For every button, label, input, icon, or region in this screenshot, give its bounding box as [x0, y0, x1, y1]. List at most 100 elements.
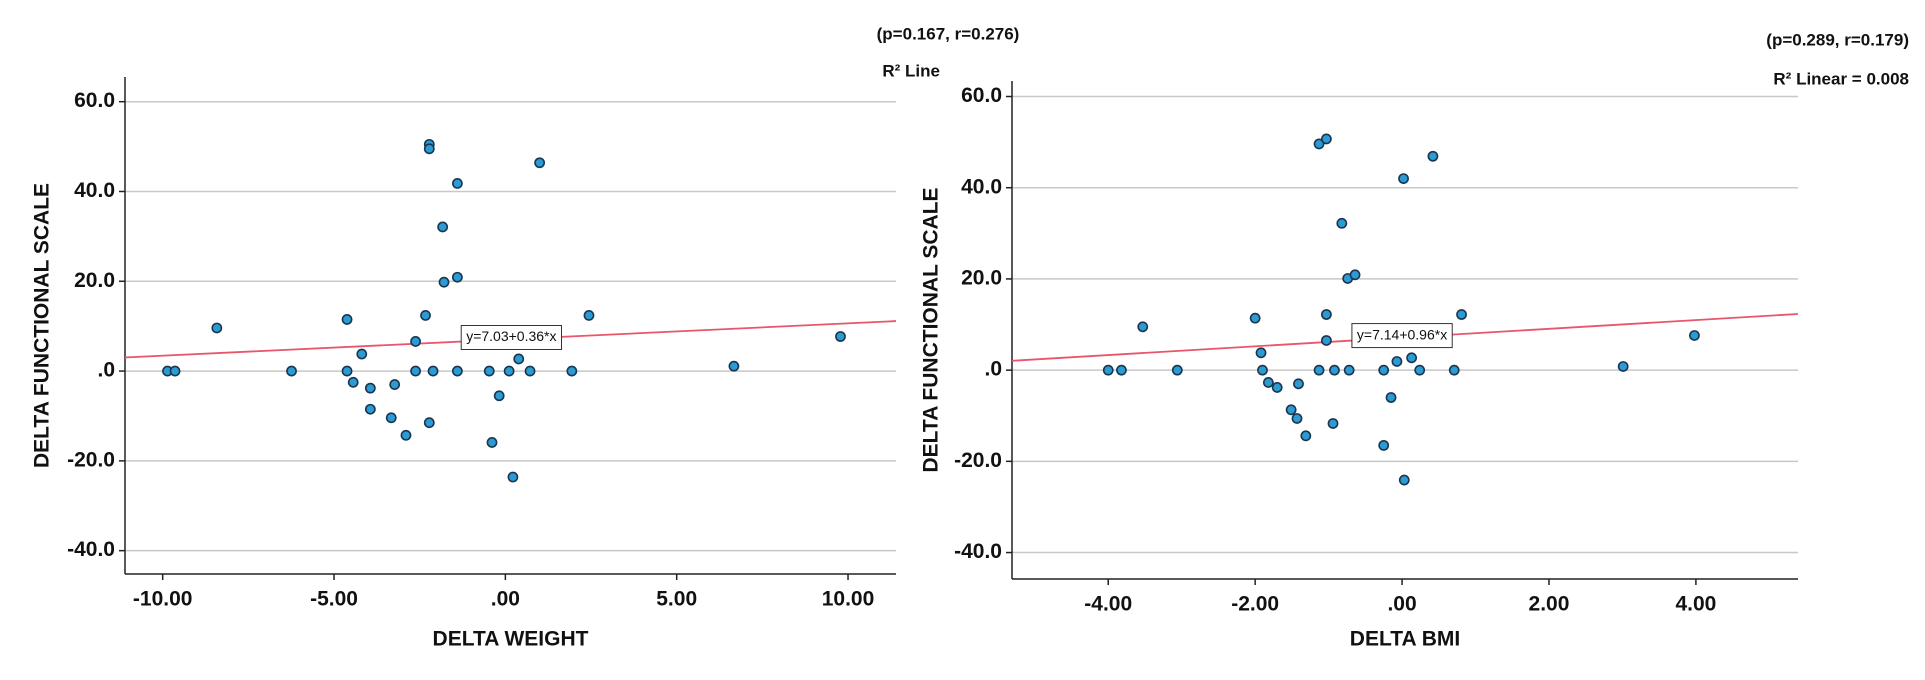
point — [1689, 330, 1700, 341]
point — [1327, 418, 1339, 429]
y-tick-label: .0 — [984, 358, 1002, 381]
point — [410, 336, 421, 347]
point — [503, 365, 515, 377]
fit-label-box — [460, 325, 563, 351]
point — [423, 417, 435, 429]
point — [1321, 309, 1332, 320]
point — [1385, 392, 1397, 403]
y-tick-label: 20.0 — [961, 266, 1002, 289]
point — [389, 379, 401, 390]
point — [835, 331, 846, 342]
y-tick-label: 40.0 — [74, 179, 115, 202]
point — [583, 309, 595, 321]
y-tick-label: 60.0 — [961, 84, 1002, 107]
point — [400, 429, 412, 441]
x-tick-label: -2.00 — [1231, 593, 1279, 616]
point — [1300, 430, 1312, 442]
point — [1285, 404, 1297, 416]
point — [1391, 356, 1403, 367]
x-tick-label: 2.00 — [1529, 593, 1570, 616]
point — [427, 365, 439, 377]
point — [483, 365, 495, 377]
point — [364, 403, 376, 415]
point — [1329, 364, 1340, 376]
point — [1137, 321, 1149, 333]
point — [1378, 364, 1390, 376]
point — [169, 365, 181, 377]
point — [423, 143, 435, 155]
x-tick-label: .00 — [491, 588, 520, 611]
point — [341, 365, 353, 377]
point — [1171, 364, 1183, 376]
point — [1406, 352, 1418, 364]
point — [1116, 364, 1127, 376]
point — [1414, 364, 1426, 376]
point — [437, 221, 449, 233]
x-axis-title: DELTA WEIGHT — [433, 628, 589, 651]
annotation: (p=0.289, r=0.179) — [1766, 30, 1909, 49]
y-axis-title: DELTA FUNCTIONAL SCALE — [920, 187, 943, 472]
point — [1255, 347, 1267, 359]
x-tick-label: .00 — [1387, 593, 1416, 616]
x-tick-label: 5.00 — [656, 588, 697, 611]
y-tick-label: -40.0 — [954, 540, 1002, 563]
point — [1271, 382, 1283, 393]
x-tick-label: -10.00 — [133, 588, 193, 611]
point — [534, 157, 546, 169]
point — [211, 322, 223, 334]
point — [385, 412, 397, 424]
x-tick-label: 10.00 — [822, 588, 875, 611]
point — [1102, 364, 1114, 376]
point — [1398, 474, 1410, 486]
point — [728, 360, 740, 372]
point — [1321, 335, 1332, 346]
annotation: (p=0.167, r=0.276) — [877, 24, 1020, 43]
point — [1456, 309, 1467, 320]
x-axis-title: DELTA BMI — [1350, 628, 1460, 651]
point — [566, 365, 578, 377]
fit-label: y=7.03+0.36*x — [466, 328, 556, 344]
point — [420, 309, 431, 321]
point — [1313, 138, 1325, 150]
y-tick-label: -20.0 — [954, 449, 1002, 472]
annotation: R² Line — [882, 61, 940, 80]
point — [1343, 364, 1355, 376]
point — [451, 178, 463, 189]
point — [1313, 364, 1325, 376]
point — [1398, 173, 1409, 184]
point — [1427, 150, 1439, 162]
y-tick-label: 20.0 — [74, 269, 115, 292]
annotation: R² Linear = 0.008 — [1773, 69, 1909, 88]
point — [438, 276, 450, 288]
point — [356, 348, 368, 360]
y-tick-label: 40.0 — [961, 175, 1002, 198]
point — [451, 365, 463, 377]
point — [347, 376, 359, 388]
point — [1249, 312, 1261, 324]
point — [1321, 133, 1332, 145]
point — [1617, 361, 1629, 372]
x-tick-label: 4.00 — [1675, 593, 1716, 616]
point — [286, 365, 297, 377]
point — [1257, 364, 1268, 376]
point — [1293, 378, 1304, 390]
y-tick-label: -20.0 — [67, 448, 115, 471]
y-axis-title: DELTA FUNCTIONAL SCALE — [31, 183, 54, 468]
point — [493, 390, 505, 402]
point — [1378, 439, 1390, 451]
point — [364, 382, 376, 394]
point — [1448, 364, 1460, 376]
point — [524, 365, 536, 377]
y-tick-label: 60.0 — [74, 89, 115, 112]
point — [410, 365, 421, 377]
x-tick-label: -4.00 — [1084, 593, 1132, 616]
point — [341, 314, 353, 325]
point — [1262, 377, 1274, 388]
point — [1291, 413, 1303, 424]
point — [1349, 269, 1361, 281]
point — [451, 271, 463, 283]
y-tick-label: -40.0 — [67, 538, 115, 561]
point — [513, 353, 525, 365]
point — [507, 471, 519, 483]
point — [1336, 217, 1348, 229]
